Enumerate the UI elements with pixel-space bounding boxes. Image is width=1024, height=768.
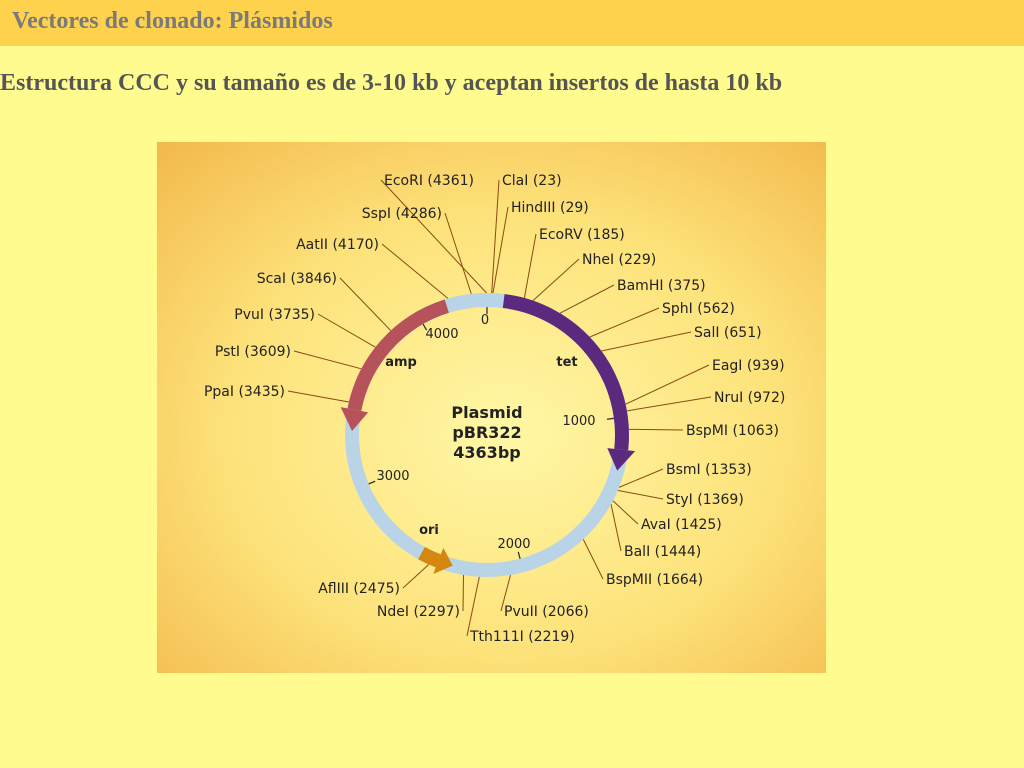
- figure-background: [157, 142, 826, 673]
- site-leader-line: [492, 206, 509, 294]
- site-label-ecorv: EcoRV (185): [539, 227, 625, 243]
- site-label-ndei: NdeI (2297): [377, 604, 460, 620]
- gene-tetr-arc: [502, 294, 629, 451]
- title-bar: Vectores de clonado: Plásmidos: [0, 0, 1024, 46]
- gene-ori-label: ori: [419, 523, 439, 538]
- site-label-clai: ClaI (23): [502, 173, 562, 189]
- site-leader-line: [582, 539, 604, 580]
- site-leader-line: [317, 313, 376, 348]
- tick-label-2000: 2000: [497, 537, 530, 552]
- site-leader-line: [381, 243, 449, 299]
- tick-mark-3000: [368, 480, 376, 485]
- site-label-bsmi: BsmI (1353): [666, 462, 752, 478]
- gene-ori-arrowhead: [433, 547, 453, 574]
- tick-label-4000: 4000: [425, 327, 458, 342]
- site-leader-line: [625, 364, 710, 405]
- site-label-aatii: AatII (4170): [296, 237, 379, 253]
- site-label-bspmii: BspMII (1664): [606, 572, 703, 588]
- tick-mark-1000: [606, 417, 614, 420]
- slide-title: Vectores de clonado: Plásmidos: [12, 8, 333, 34]
- site-label-bspmi: BspMI (1063): [686, 423, 779, 439]
- site-leader-line: [466, 576, 480, 637]
- site-leader-line: [293, 350, 362, 370]
- gene-ampr-arc: [347, 299, 449, 412]
- site-leader-line: [523, 233, 537, 299]
- site-label-sspi: SspI (4286): [362, 206, 442, 222]
- tick-mark-2000: [517, 551, 521, 559]
- tick-label-1000: 1000: [562, 414, 595, 429]
- site-label-pvui: PvuI (3735): [234, 307, 315, 323]
- site-label-avai: AvaI (1425): [641, 517, 722, 533]
- site-leader-line: [532, 258, 580, 302]
- site-label-psti: PstI (3609): [215, 344, 291, 360]
- site-leader-line: [612, 500, 639, 525]
- site-leader-line: [610, 504, 622, 552]
- site-leader-line: [500, 574, 511, 612]
- plasmid-name: Plasmid: [451, 403, 522, 422]
- site-label-bali: BalI (1444): [624, 544, 701, 560]
- site-label-sali: SalI (651): [694, 325, 762, 341]
- site-leader-line: [559, 284, 615, 314]
- site-leader-line: [617, 489, 664, 500]
- site-leader-line: [339, 277, 392, 331]
- tick-mark-4000: [422, 323, 428, 331]
- site-label-ppai: PpaI (3435): [204, 384, 285, 400]
- gene-tetr-arrowhead: [607, 448, 636, 471]
- site-label-pvuii: PvuII (2066): [504, 604, 589, 620]
- site-leader-line: [589, 307, 660, 338]
- slide-subtitle: Estructura CCC y su tamaño es de 3-10 kb…: [0, 70, 783, 96]
- site-leader-line: [626, 396, 712, 412]
- site-label-ecori: EcoRI (4361): [384, 173, 474, 189]
- gene-tetr-label: tetr: [556, 355, 577, 370]
- plasmid-map: tetr ampr ori 0 1000 2000 3000 4000 EcoRI (436…: [157, 142, 826, 673]
- site-label-afliii: AflIII (2475): [318, 581, 400, 597]
- site-leader-line: [444, 212, 472, 295]
- gene-ampr-arrowhead: [340, 407, 369, 431]
- site-label-bamhi: BamHI (375): [617, 278, 706, 294]
- site-label-nrui: NruI (972): [714, 390, 785, 406]
- gene-ori-arc: [418, 546, 441, 568]
- site-label-tth111i: Tth111I (2219): [469, 629, 575, 645]
- plasmid-map-figure: tetr ampr ori 0 1000 2000 3000 4000 EcoRI (436…: [157, 142, 826, 673]
- plasmid-id: pBR322: [452, 423, 521, 442]
- site-label-sphi: SphI (562): [662, 301, 735, 317]
- gene-ampr-label: ampr: [385, 355, 417, 370]
- plasmid-size: 4363bp: [453, 443, 520, 462]
- site-label-scai: ScaI (3846): [257, 271, 337, 287]
- site-leader-line: [402, 564, 430, 589]
- site-leader-line: [618, 468, 664, 488]
- site-label-styi: StyI (1369): [666, 492, 744, 508]
- tick-label-0: 0: [481, 313, 489, 328]
- site-leader-line: [491, 179, 500, 294]
- site-leader-line: [628, 428, 684, 431]
- site-leader-line: [380, 179, 487, 294]
- site-leader-line: [287, 390, 349, 403]
- site-label-hindiii: HindIII (29): [511, 200, 589, 216]
- site-label-eagi: EagI (939): [712, 358, 785, 374]
- tick-label-3000: 3000: [376, 469, 409, 484]
- site-leader-line: [601, 331, 692, 352]
- site-label-nhei: NheI (229): [582, 252, 656, 268]
